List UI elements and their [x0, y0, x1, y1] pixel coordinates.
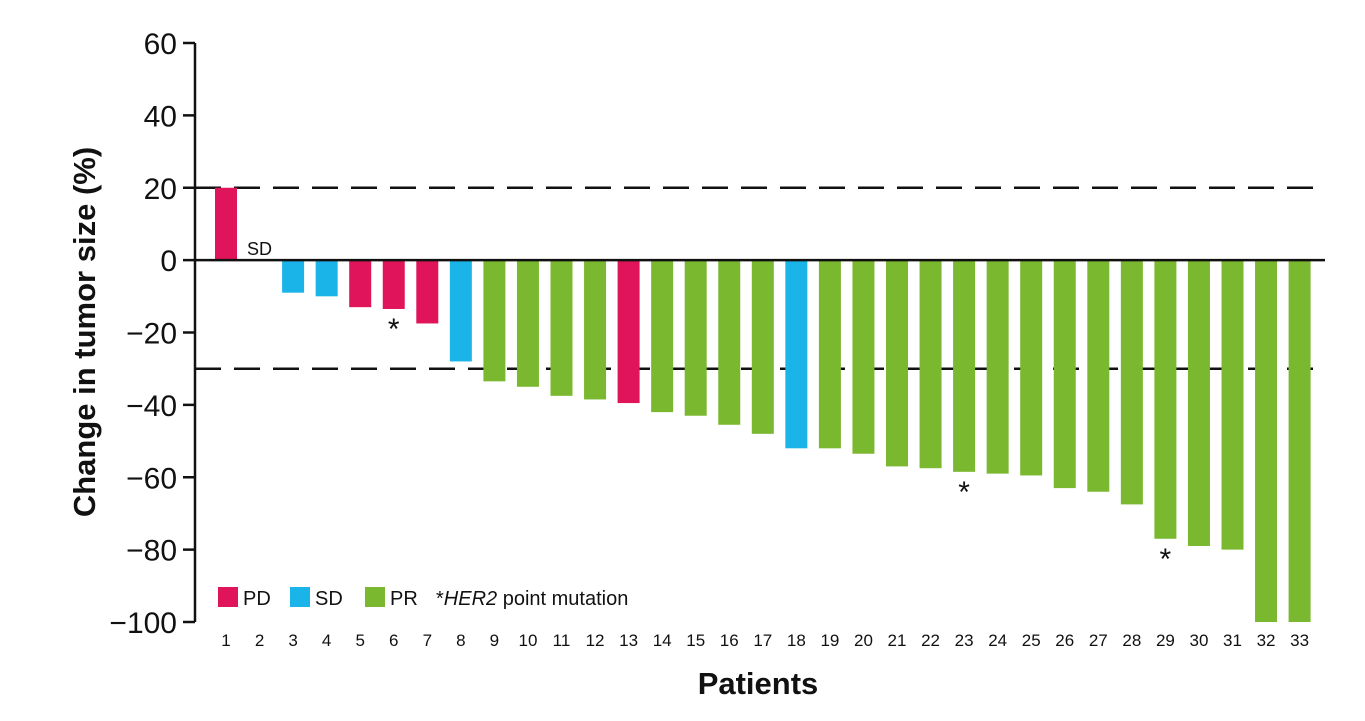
- bar-patient-25: [1020, 260, 1043, 476]
- bar-patient-7: [416, 260, 439, 324]
- x-tick-label: 31: [1223, 631, 1242, 650]
- y-tick-label: 0: [160, 245, 177, 278]
- bar-patient-8: [449, 260, 472, 362]
- x-tick-label: 33: [1290, 631, 1309, 650]
- bar-patient-20: [852, 260, 875, 454]
- x-tick-label: 4: [322, 631, 331, 650]
- bar-patient-27: [1087, 260, 1110, 492]
- x-tick-label: 19: [820, 631, 839, 650]
- bar-patient-11: [550, 260, 573, 396]
- her2-marker: *: [958, 476, 970, 509]
- legend-swatch-sd: [290, 587, 310, 607]
- x-tick-label: 8: [456, 631, 465, 650]
- bar-patient-30: [1187, 260, 1210, 547]
- y-axis-title: Change in tumor size (%): [67, 147, 102, 517]
- legend-footnote: *HER2 point mutation: [436, 588, 628, 610]
- x-axis-title: Patients: [698, 666, 819, 701]
- x-tick-label: 17: [753, 631, 772, 650]
- bar-patient-21: [886, 260, 908, 467]
- bar-patient-29: [1154, 260, 1177, 539]
- bar-patient-33: [1288, 260, 1311, 622]
- x-tick-label: 29: [1156, 631, 1175, 650]
- bar-patient-23: [953, 260, 976, 472]
- bar-patient-12: [584, 260, 607, 400]
- bar-patient-28: [1120, 260, 1143, 505]
- legend-label-pr: PR: [390, 588, 418, 610]
- x-tick-label: 5: [355, 631, 364, 650]
- x-tick-label: 24: [988, 631, 1007, 650]
- x-tick-label: 1: [221, 631, 230, 650]
- bar-patient-4: [315, 260, 338, 297]
- y-tick-label: −20: [126, 318, 177, 351]
- bar-patient-32: [1255, 260, 1278, 622]
- x-tick-label: 13: [619, 631, 638, 650]
- legend-label-pd: PD: [243, 588, 271, 610]
- y-tick-label: −60: [126, 462, 177, 495]
- bar-patient-15: [684, 260, 707, 416]
- x-tick-label: 11: [553, 631, 571, 650]
- x-tick-label: 15: [686, 631, 705, 650]
- x-tick-label: 20: [854, 631, 873, 650]
- x-tick-label: 32: [1257, 631, 1276, 650]
- bar-patient-10: [516, 260, 539, 387]
- x-tick-label: 25: [1022, 631, 1041, 650]
- x-tick-label: 6: [389, 631, 398, 650]
- y-axis: 60 40 20 0 −20 −40 −60 −80 −100: [109, 28, 1325, 640]
- x-tick-label: 3: [288, 631, 297, 650]
- bar-patient-13: [617, 260, 640, 404]
- x-tick-label: 7: [423, 631, 432, 650]
- y-tick-label: −80: [126, 535, 177, 568]
- x-tick-label: 30: [1189, 631, 1208, 650]
- bar-patient-19: [818, 260, 841, 449]
- x-tick-label: 12: [586, 631, 605, 650]
- y-tick-label: 20: [144, 173, 177, 206]
- x-tick-label: 16: [720, 631, 739, 650]
- x-tick-label: 28: [1122, 631, 1141, 650]
- bar-patient-26: [1053, 260, 1076, 489]
- x-tick-label: 22: [921, 631, 940, 650]
- x-tick-labels: 1 2 3 4 5 6 7 8 9 10 11 12 13 14 15 16 17 18 19 20 21 22 23 24 2…: [221, 631, 1309, 650]
- bar-patient-14: [651, 260, 674, 413]
- x-tick-label: 21: [888, 631, 907, 650]
- x-tick-label: 2: [255, 631, 264, 650]
- bar-patient-5: [349, 260, 372, 308]
- bar-patient-6: [382, 260, 405, 309]
- bar-patient-17: [751, 260, 774, 434]
- y-tick-label: −40: [126, 390, 177, 423]
- annotations: SD * * *: [247, 239, 1172, 576]
- y-tick-label: −100: [109, 607, 177, 640]
- x-tick-label: 9: [490, 631, 499, 650]
- bar-patient-24: [986, 260, 1009, 474]
- bar-patient-31: [1221, 260, 1244, 550]
- x-tick-label: 23: [955, 631, 974, 650]
- x-tick-label: 18: [787, 631, 806, 650]
- x-tick-label: 14: [653, 631, 672, 650]
- legend-label-sd: SD: [315, 588, 343, 610]
- bar-patient-22: [919, 260, 942, 469]
- her2-marker: *: [1160, 543, 1172, 576]
- bar-patient-9: [483, 260, 506, 382]
- bar-patient-18: [785, 260, 808, 449]
- x-tick-label: 27: [1089, 631, 1108, 650]
- zero-bar-label: SD: [247, 239, 272, 259]
- bar-patient-3: [282, 260, 305, 293]
- y-tick-label: 40: [144, 100, 177, 133]
- x-tick-label: 26: [1055, 631, 1074, 650]
- legend-swatch-pr: [365, 587, 385, 607]
- legend-swatch-pd: [218, 587, 238, 607]
- legend: PD SD PR *HER2 point mutation: [218, 587, 628, 610]
- x-tick-label: 10: [518, 631, 537, 650]
- y-tick-label: 60: [144, 28, 177, 61]
- bars: [215, 187, 1311, 622]
- bar-patient-16: [718, 260, 741, 425]
- her2-marker: *: [388, 313, 400, 346]
- bar-patient-1: [215, 187, 237, 261]
